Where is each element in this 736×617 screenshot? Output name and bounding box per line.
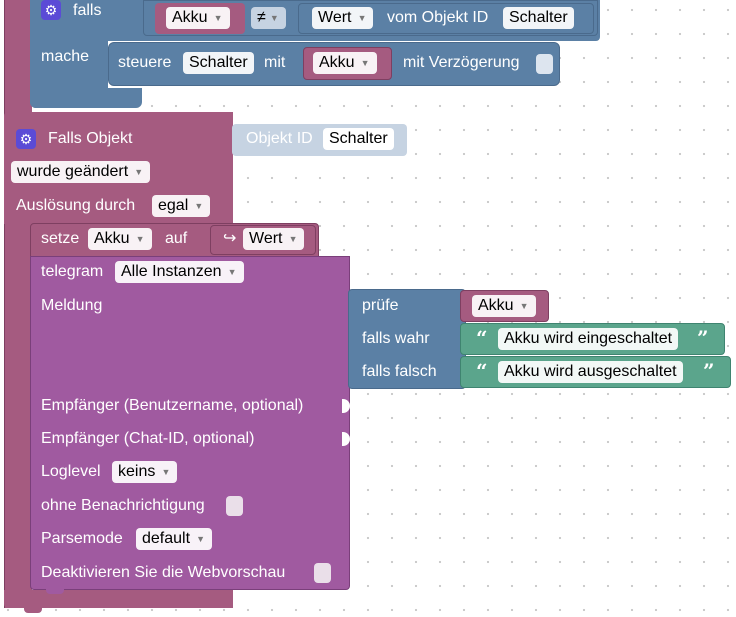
trigger-block-bottom: [4, 590, 233, 608]
object-id-field[interactable]: Schalter: [323, 128, 394, 150]
true-text-field[interactable]: Akku wird eingeschaltet: [498, 328, 679, 350]
telegram-label: telegram: [41, 263, 104, 280]
delay-label: mit Verzögerung: [403, 54, 520, 71]
changed-dropdown[interactable]: wurde geändert ▼: [11, 161, 151, 183]
return-arrow-icon: ↪: [223, 230, 237, 247]
check-var-dropdown[interactable]: Akku ▼: [472, 295, 536, 317]
trigger-title: Falls Objekt: [48, 130, 133, 147]
close-quote-icon: ”: [697, 326, 709, 350]
set-variable-dropdown[interactable]: Akku ▼: [88, 228, 152, 250]
trigger-label: Auslösung durch: [16, 197, 136, 214]
trigger-value-dropdown[interactable]: egal ▼: [152, 195, 211, 217]
loglevel-label: Loglevel: [41, 463, 101, 480]
silent-label: ohne Benachrichtigung: [41, 497, 205, 514]
recipient-user-label: Empfänger (Benutzername, optional): [41, 397, 304, 414]
state-value-dropdown[interactable]: Wert ▼: [312, 7, 374, 29]
false-text-field[interactable]: Akku wird ausgeschaltet: [498, 361, 683, 383]
webpreview-checkbox[interactable]: [314, 563, 331, 583]
loglevel-dropdown[interactable]: keins ▼: [112, 461, 178, 483]
silent-checkbox[interactable]: [226, 496, 243, 516]
recipient-chat-label: Empfänger (Chat-ID, optional): [41, 430, 255, 447]
trigger-block-connector-tab: [24, 604, 42, 613]
delay-checkbox[interactable]: [536, 54, 553, 74]
mache-label: mache: [41, 48, 90, 65]
recipient-user-input-socket[interactable]: [342, 399, 350, 413]
recipient-chat-input-socket[interactable]: [342, 432, 350, 446]
mit-label: mit: [264, 54, 286, 71]
trigger-block-spine[interactable]: [4, 0, 32, 608]
message-label: Meldung: [41, 297, 103, 314]
false-label: falls falsch: [362, 363, 437, 380]
close-quote-icon: ”: [703, 359, 715, 383]
gear-icon[interactable]: ⚙: [41, 0, 61, 20]
webpreview-label: Deaktivieren Sie die Webvorschau: [41, 564, 286, 581]
parsemode-dropdown[interactable]: default ▼: [136, 528, 213, 550]
falls-label: falls: [73, 2, 102, 19]
open-quote-icon: “: [476, 359, 488, 383]
steuere-label: steuere: [118, 54, 172, 71]
gear-icon[interactable]: ⚙: [16, 129, 36, 149]
operator-dropdown[interactable]: ≠ ▼: [251, 7, 286, 29]
setze-label: setze: [41, 230, 80, 247]
telegram-connector-tab: [46, 588, 64, 594]
ternary-block[interactable]: [348, 289, 466, 389]
object-id-field[interactable]: Schalter: [503, 7, 574, 29]
control-target-field[interactable]: Schalter: [183, 52, 254, 74]
set-value-dropdown[interactable]: Wert ▼: [243, 228, 305, 250]
telegram-instance-dropdown[interactable]: Alle Instanzen ▼: [115, 261, 244, 283]
if-block-bottom: [30, 88, 142, 108]
check-label: prüfe: [362, 297, 399, 314]
auf-label: auf: [165, 230, 188, 247]
parsemode-label: Parsemode: [41, 530, 123, 547]
compare-left-var-dropdown[interactable]: Akku ▼: [166, 7, 230, 29]
control-var-dropdown[interactable]: Akku ▼: [313, 52, 377, 74]
object-id-label: vom Objekt ID: [387, 9, 489, 26]
object-id-label: Objekt ID: [246, 130, 313, 147]
open-quote-icon: “: [476, 326, 488, 350]
true-label: falls wahr: [362, 330, 430, 347]
